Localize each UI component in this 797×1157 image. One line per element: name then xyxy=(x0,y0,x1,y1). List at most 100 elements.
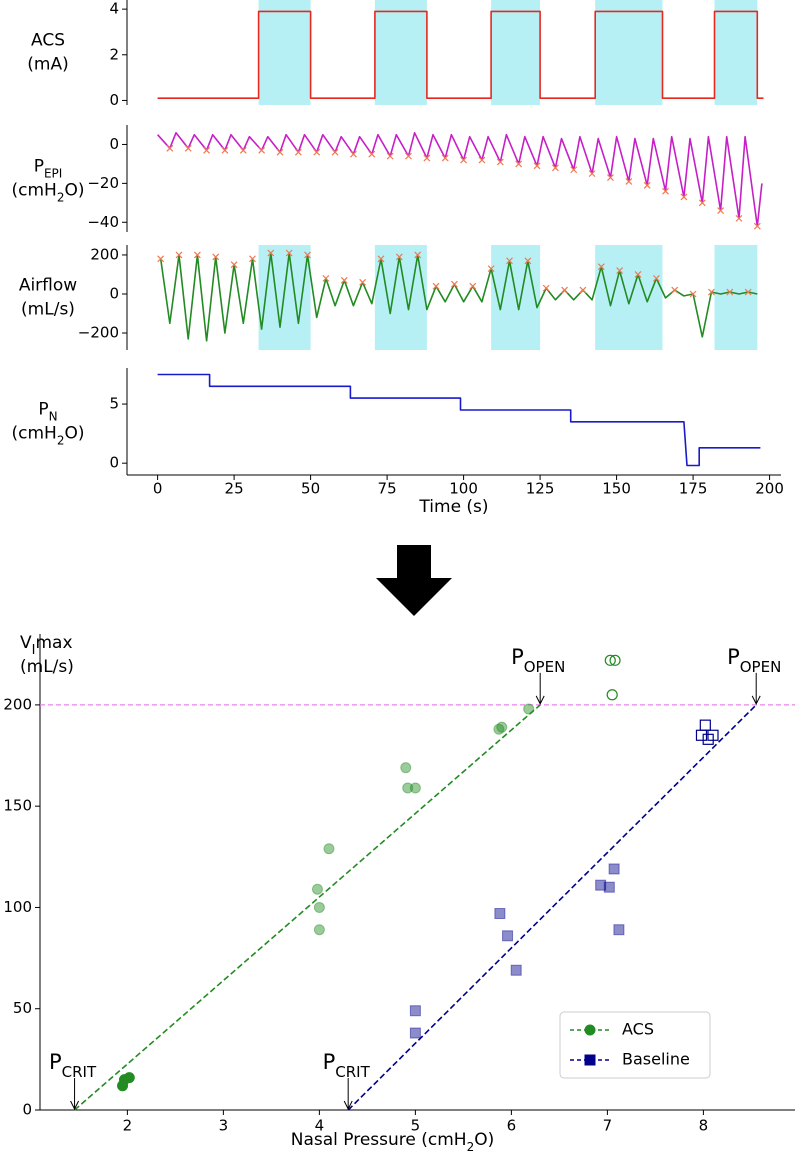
x-marker xyxy=(203,146,210,154)
x-marker xyxy=(588,170,596,178)
circle-marker xyxy=(313,924,325,936)
text-part: (mL/s) xyxy=(21,300,75,320)
square-marker xyxy=(707,729,719,741)
y-tick-label: 0 xyxy=(109,91,119,109)
text-part: P xyxy=(511,645,524,669)
x-marker xyxy=(239,146,247,154)
text-part: O) xyxy=(64,181,84,201)
text-part: Nasal Pressure (cmH xyxy=(291,1130,467,1150)
text-part: O) xyxy=(64,424,84,444)
signal-line xyxy=(157,132,763,227)
y-tick-label: 4 xyxy=(109,0,119,18)
x-marker xyxy=(441,154,449,162)
x-tick-label: 4 xyxy=(315,1117,325,1135)
x-tick-label: 75 xyxy=(378,480,397,498)
x-marker xyxy=(294,148,302,156)
text-part: ACS xyxy=(31,31,65,51)
x-marker xyxy=(551,164,559,172)
x-marker xyxy=(230,261,238,269)
square-marker xyxy=(695,729,708,741)
x-marker xyxy=(184,144,192,152)
fit-line xyxy=(347,704,757,1111)
x-marker xyxy=(377,255,385,263)
x-marker xyxy=(487,265,495,273)
x-axis-label: Time (s) xyxy=(418,497,488,517)
x-marker xyxy=(506,257,513,265)
x-tick-label: 2 xyxy=(123,1117,133,1135)
y-axis-label: (cmH2O) xyxy=(12,424,85,448)
x-marker xyxy=(285,249,293,257)
x-marker xyxy=(542,284,550,292)
x-marker xyxy=(652,274,660,282)
annotation-arrow xyxy=(343,1078,353,1111)
y-tick-label: 5 xyxy=(109,395,119,413)
annotation-arrow xyxy=(70,1078,80,1111)
square-marker xyxy=(502,930,514,942)
y-tick-label: 0 xyxy=(109,135,119,153)
square-marker xyxy=(613,924,625,936)
annotation-label: PCRIT xyxy=(323,1050,371,1081)
x-marker xyxy=(450,280,458,288)
x-marker xyxy=(340,276,348,284)
y-axis-label: (mA) xyxy=(27,55,68,75)
text-part: P xyxy=(38,400,48,420)
circle-marker xyxy=(311,883,323,895)
text-part: (cmH xyxy=(12,181,57,201)
circle-marker xyxy=(402,782,414,794)
shaded-interval xyxy=(595,245,663,350)
shaded-interval xyxy=(714,0,758,105)
x-tick-label: 150 xyxy=(602,480,631,498)
x-tick-label: 175 xyxy=(679,480,708,498)
square-marker xyxy=(603,881,615,893)
x-marker xyxy=(634,271,642,278)
text-part: Time (s) xyxy=(418,497,488,517)
shaded-interval xyxy=(714,245,758,350)
x-marker xyxy=(524,257,532,265)
y-axis-label: PN xyxy=(38,400,57,424)
text-part: P xyxy=(34,157,44,177)
x-tick-label: 5 xyxy=(411,1117,421,1135)
y-axis-label: (mL/s) xyxy=(20,657,74,677)
x-tick-label: 200 xyxy=(755,480,784,498)
x-tick-label: 3 xyxy=(219,1117,229,1135)
text-part: max xyxy=(35,633,72,653)
y-tick-label: 100 xyxy=(3,898,32,916)
text-part: (cmH xyxy=(12,424,57,444)
y-tick-label: −200 xyxy=(78,324,119,342)
shaded-interval xyxy=(374,0,427,105)
x-marker xyxy=(331,148,339,156)
y-axis-label: ACS xyxy=(31,31,65,51)
text-part: (mL/s) xyxy=(20,657,74,677)
x-marker xyxy=(212,253,220,261)
arrow-down xyxy=(376,545,452,616)
annotation-label: PCRIT xyxy=(49,1050,97,1081)
x-marker xyxy=(726,288,734,296)
x-marker xyxy=(570,166,578,174)
subscript: 2 xyxy=(467,1140,475,1154)
y-tick-label: 50 xyxy=(13,999,32,1017)
y-tick-label: 200 xyxy=(90,245,119,263)
x-marker xyxy=(625,177,633,185)
x-marker xyxy=(386,152,394,160)
x-marker xyxy=(496,158,504,166)
subscript: 2 xyxy=(57,433,65,447)
x-marker xyxy=(753,222,761,230)
circle-marker xyxy=(400,762,412,774)
x-marker xyxy=(460,156,468,164)
circle-marker xyxy=(323,843,335,855)
x-marker xyxy=(515,160,523,168)
x-marker xyxy=(267,249,275,257)
text-part: O) xyxy=(474,1130,494,1150)
x-marker xyxy=(395,253,403,261)
x-marker xyxy=(744,288,752,296)
circle-marker xyxy=(523,703,535,715)
shaded-interval xyxy=(491,0,541,105)
x-marker xyxy=(735,214,743,222)
y-tick-label: −40 xyxy=(87,213,119,231)
legend-box xyxy=(559,1011,711,1079)
y-tick-label: 150 xyxy=(3,797,32,815)
text-part: P xyxy=(49,1050,62,1074)
x-marker xyxy=(193,251,201,259)
x-marker xyxy=(405,152,412,160)
